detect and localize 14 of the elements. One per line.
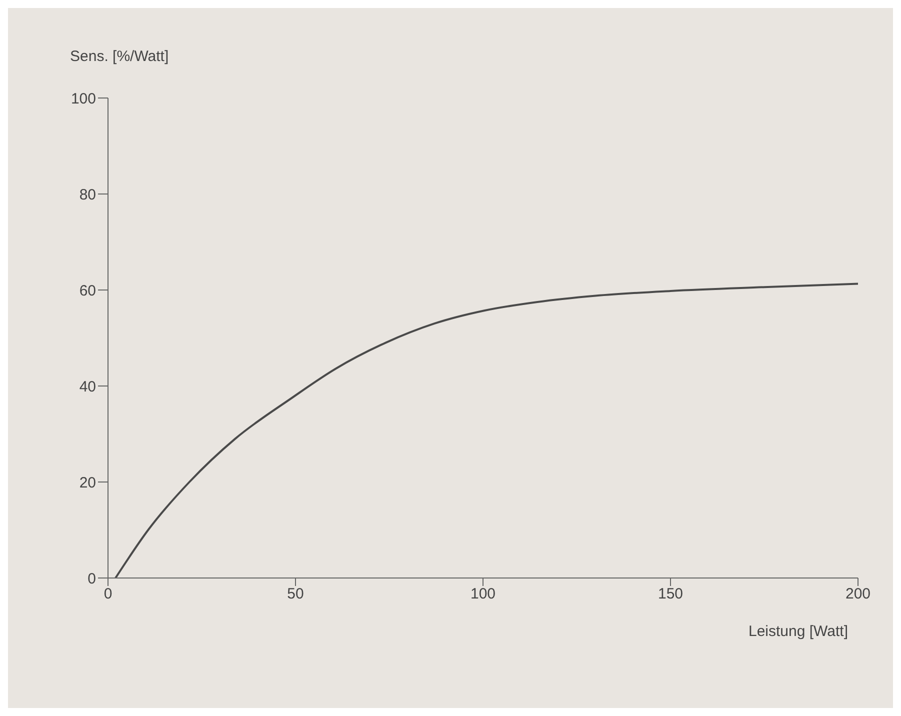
line-series — [114, 282, 858, 578]
y-tick-label: 60 — [79, 282, 96, 300]
x-tick-label: 150 — [658, 586, 684, 603]
y-tick-label: 0 — [88, 570, 96, 588]
y-axis-title: Sens. [%/Watt] — [70, 48, 169, 65]
x-tick-label: 0 — [104, 586, 112, 603]
x-tick-label: 200 — [845, 586, 871, 603]
x-axis-title: Leistung [Watt] — [748, 623, 848, 640]
y-tick-label: 20 — [79, 474, 96, 492]
y-tick-label: 100 — [70, 90, 96, 108]
x-tick-label: 50 — [287, 586, 304, 603]
y-tick-label: 40 — [79, 378, 96, 396]
y-tick-label: 80 — [79, 186, 96, 204]
x-tick-label: 100 — [470, 586, 496, 603]
